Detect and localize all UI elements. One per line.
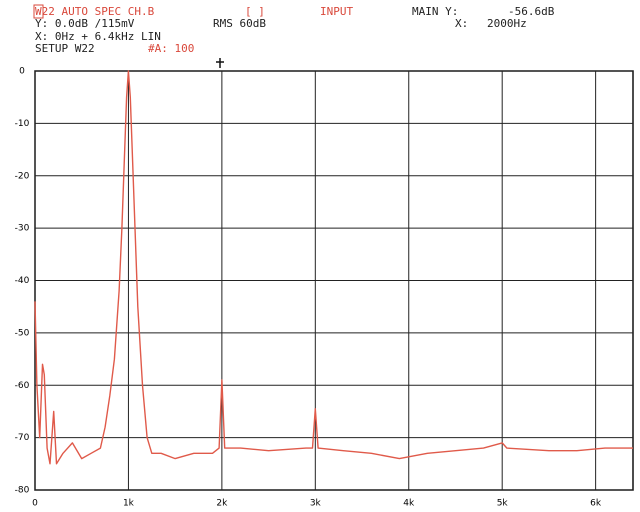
y-tick-label: -50 bbox=[15, 328, 30, 338]
x-tick-label: 2k bbox=[216, 499, 228, 509]
header-text: [ ] bbox=[245, 5, 265, 18]
x-tick-label: 3k bbox=[310, 499, 322, 509]
y-tick-label: -60 bbox=[15, 381, 30, 391]
y-tick-label: -20 bbox=[15, 171, 30, 181]
cursor-marker bbox=[216, 58, 224, 68]
y-tick-label: -70 bbox=[15, 433, 30, 443]
x-tick-label: 6k bbox=[590, 499, 602, 509]
x-tick-label: 4k bbox=[403, 499, 415, 509]
header-text: X: bbox=[455, 17, 468, 30]
header-text: 2000Hz bbox=[487, 17, 527, 30]
header-text: INPUT bbox=[320, 5, 353, 18]
x-tick-label: 0 bbox=[32, 499, 38, 509]
x-tick-label: 5k bbox=[497, 499, 509, 509]
header-text: MAIN Y: bbox=[412, 5, 458, 18]
y-tick-label: -80 bbox=[15, 486, 30, 496]
header-text: Y: 0.0dB /115mV bbox=[35, 17, 135, 30]
header-text: SETUP W22 bbox=[35, 42, 95, 55]
header-text: W22 AUTO SPEC CH.B bbox=[35, 5, 155, 18]
header-text: #A: 100 bbox=[148, 42, 194, 55]
header-text: RMS 60dB bbox=[213, 17, 266, 30]
y-tick-label: 0 bbox=[19, 67, 25, 77]
y-tick-label: -40 bbox=[15, 276, 30, 286]
mode-box bbox=[33, 4, 44, 19]
y-tick-label: -30 bbox=[15, 224, 30, 234]
spectrum-line bbox=[34, 70, 633, 465]
header-text: -56.6dB bbox=[508, 5, 555, 18]
header-text: X: 0Hz + 6.4kHz LIN bbox=[35, 30, 161, 43]
x-tick-label: 1k bbox=[123, 499, 135, 509]
y-tick-label: -10 bbox=[15, 119, 30, 129]
